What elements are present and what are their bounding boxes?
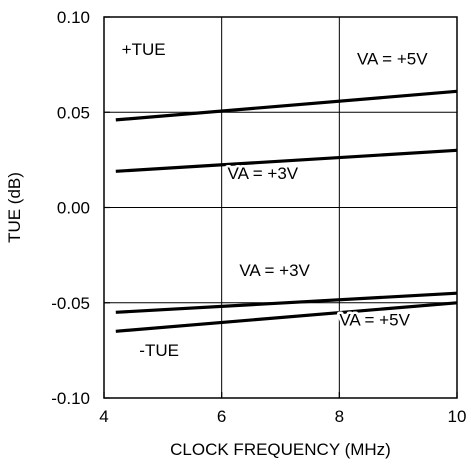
plot-frame	[103, 16, 458, 399]
y-axis-label: TUE (dB)	[5, 172, 24, 243]
series-line	[115, 301, 458, 333]
tick-labels: 4 6 8 10 -0.10 -0.05 0.00 0.05 0.10	[51, 8, 466, 426]
annotation-label: VA = +3V	[228, 164, 299, 183]
annotation-label: VA = +3V	[239, 261, 310, 280]
annotation-label: +TUE	[122, 40, 166, 59]
x-axis-label: CLOCK FREQUENCY (MHz)	[170, 440, 391, 459]
annotation-label: VA = +5V	[357, 50, 428, 69]
y-tick-label: 0.00	[57, 199, 90, 218]
series-line	[115, 148, 458, 173]
x-tick-label: 10	[448, 407, 467, 426]
series-line	[115, 291, 458, 314]
y-tick-label: -0.10	[51, 389, 90, 408]
data-series	[115, 89, 458, 333]
y-tick-label: 0.10	[57, 8, 90, 27]
y-tick-label: 0.05	[57, 103, 90, 122]
x-tick-label: 6	[217, 407, 226, 426]
annotation-label: VA = +5V	[339, 311, 410, 330]
x-tick-label: 8	[335, 407, 344, 426]
x-tick-label: 4	[99, 407, 108, 426]
series-line	[115, 89, 458, 122]
y-tick-label: -0.05	[51, 294, 90, 313]
annotation-label: -TUE	[139, 341, 179, 360]
annotations: +TUE VA = +5V VA = +3V VA = +3V VA = +5V -TUE	[119, 38, 431, 363]
